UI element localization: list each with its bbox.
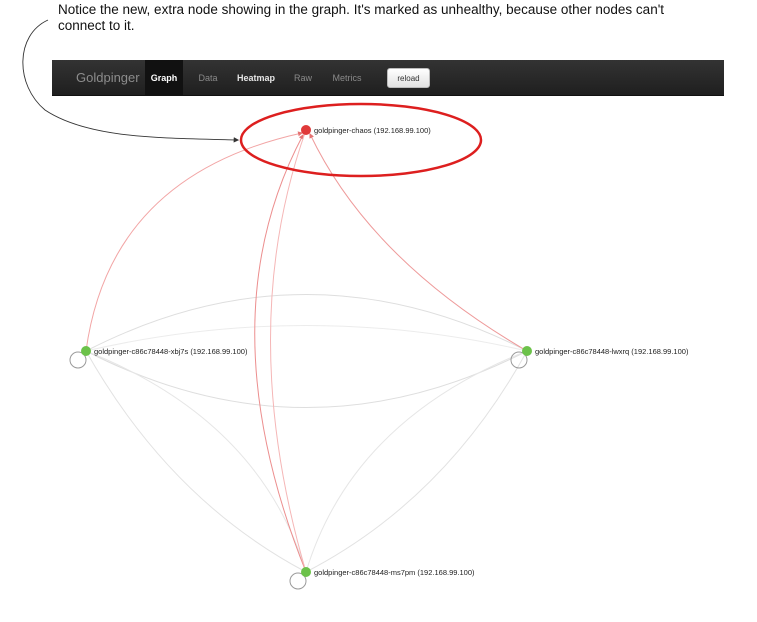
edge <box>254 134 307 573</box>
edge <box>85 350 307 573</box>
node-chaos[interactable]: goldpinger-chaos (192.168.99.100) <box>301 125 431 135</box>
node-label: goldpinger-c86c78448-xbj7s (192.168.99.1… <box>94 347 248 356</box>
healthy-edges <box>85 294 528 573</box>
edge <box>270 129 307 573</box>
node-status-dot <box>301 125 311 135</box>
self-loop <box>289 572 307 590</box>
node-status-dot <box>81 346 91 356</box>
node-label: goldpinger-c86c78448-lwxrq (192.168.99.1… <box>535 347 689 356</box>
node-status-dot <box>522 346 532 356</box>
node-xbj7s[interactable]: goldpinger-c86c78448-xbj7s (192.168.99.1… <box>81 346 248 356</box>
node-lwxrq[interactable]: goldpinger-c86c78448-lwxrq (192.168.99.1… <box>522 346 689 356</box>
brand-logo[interactable]: Goldpinger <box>76 70 140 85</box>
tab-metrics[interactable]: Metrics <box>332 73 362 83</box>
annotation-arrow <box>22 19 240 143</box>
edge <box>85 350 528 408</box>
unhealthy-edges <box>85 129 528 573</box>
edge <box>85 350 307 573</box>
node-ms7pm[interactable]: goldpinger-c86c78448-ms7pm (192.168.99.1… <box>301 567 475 577</box>
tab-heatmap[interactable]: Heatmap <box>236 73 275 83</box>
self-loops <box>69 351 528 590</box>
edge <box>85 294 528 352</box>
node-label: goldpinger-chaos (192.168.99.100) <box>314 126 431 135</box>
tab-raw[interactable]: Raw <box>293 73 312 83</box>
tab-graph[interactable]: Graph <box>145 60 183 96</box>
edge <box>305 350 528 573</box>
edge <box>85 131 303 352</box>
reload-button[interactable]: reload <box>387 68 430 88</box>
self-loop <box>69 351 87 369</box>
edge <box>309 133 528 352</box>
node-label: goldpinger-c86c78448-ms7pm (192.168.99.1… <box>314 568 475 577</box>
self-loop <box>510 351 528 369</box>
tab-data[interactable]: Data <box>198 73 218 83</box>
edge <box>85 325 528 352</box>
node-status-dot <box>301 567 311 577</box>
annotation-text: Notice the new, extra node showing in th… <box>58 2 665 33</box>
navbar: Goldpinger Graph Data Heatmap Raw Metric… <box>52 60 724 96</box>
highlight-ellipse <box>239 102 483 178</box>
edge <box>305 350 528 573</box>
